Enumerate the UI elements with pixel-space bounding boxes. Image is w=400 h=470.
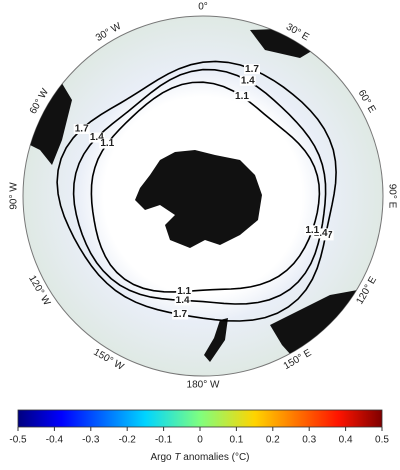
- contour-label-bg: [233, 91, 250, 102]
- label-suffix: anomalies (°C): [180, 452, 249, 463]
- contour-label-bg: [312, 228, 329, 239]
- longitude-label: 0°: [198, 2, 208, 13]
- contour-label-bg: [73, 124, 90, 135]
- colorbar-tick-label: 0.2: [266, 435, 280, 446]
- contour-label-bg: [176, 286, 193, 297]
- colorbar-tick-label: 0.1: [229, 435, 243, 446]
- contour-label-bg: [174, 295, 191, 306]
- contour-label: 1.4: [176, 295, 190, 306]
- longitude-label: 90° E: [386, 184, 397, 209]
- colorbar-gradient: [17, 409, 383, 428]
- colorbar-tick-label: 0.4: [339, 435, 353, 446]
- contour-label: 1.1: [177, 286, 191, 297]
- contour-label: 1.7: [245, 64, 259, 75]
- colorbar-tick-label: -0.4: [46, 435, 64, 446]
- colorbar-tick-label: 0: [197, 435, 203, 446]
- colorbar-tick-label: 0.3: [302, 435, 316, 446]
- colorbar: Argo T anomalies (°C) -0.5 -0.4 -0.3 -0.2 -0…: [9, 409, 389, 463]
- colorbar-tick-label: 0.5: [375, 435, 389, 446]
- contour-label: 1.7: [75, 124, 89, 135]
- antarctica: [135, 150, 262, 248]
- longitude-label: 180° W: [187, 380, 220, 391]
- contour-label: 1.4: [241, 75, 255, 86]
- contour-label-bg: [304, 225, 321, 236]
- contour-label-bg: [99, 138, 116, 149]
- label-variable: T: [174, 452, 181, 463]
- colorbar-tick-label: -0.5: [9, 435, 27, 446]
- contours: 1.71.71.71.71.41.41.41.41.11.11.11.1: [56, 60, 337, 322]
- contour-label-bg: [88, 132, 105, 143]
- colorbar-label: Argo T anomalies (°C): [150, 452, 249, 463]
- contour-label: 1.4: [314, 228, 328, 239]
- contour-label: 1.1: [100, 138, 114, 149]
- colorbar-tick-label: -0.2: [119, 435, 137, 446]
- contour-label-bg: [172, 309, 189, 320]
- contour-label: 1.7: [173, 309, 187, 320]
- new-zealand: [204, 318, 228, 362]
- contour-label: 1.1: [235, 91, 249, 102]
- contour-label: 1.4: [90, 132, 104, 143]
- longitude-label: 90° W: [9, 182, 20, 210]
- contour-label-bg: [243, 64, 260, 75]
- contour-label: 1.1: [305, 225, 319, 236]
- contour-label-bg: [239, 75, 256, 86]
- colorbar-tick-label: -0.3: [82, 435, 100, 446]
- polar-map: 1.71.71.71.71.41.41.41.41.11.11.11.1 0°3…: [9, 2, 398, 391]
- label-prefix: Argo: [150, 452, 174, 463]
- colorbar-tick-label: -0.1: [155, 435, 173, 446]
